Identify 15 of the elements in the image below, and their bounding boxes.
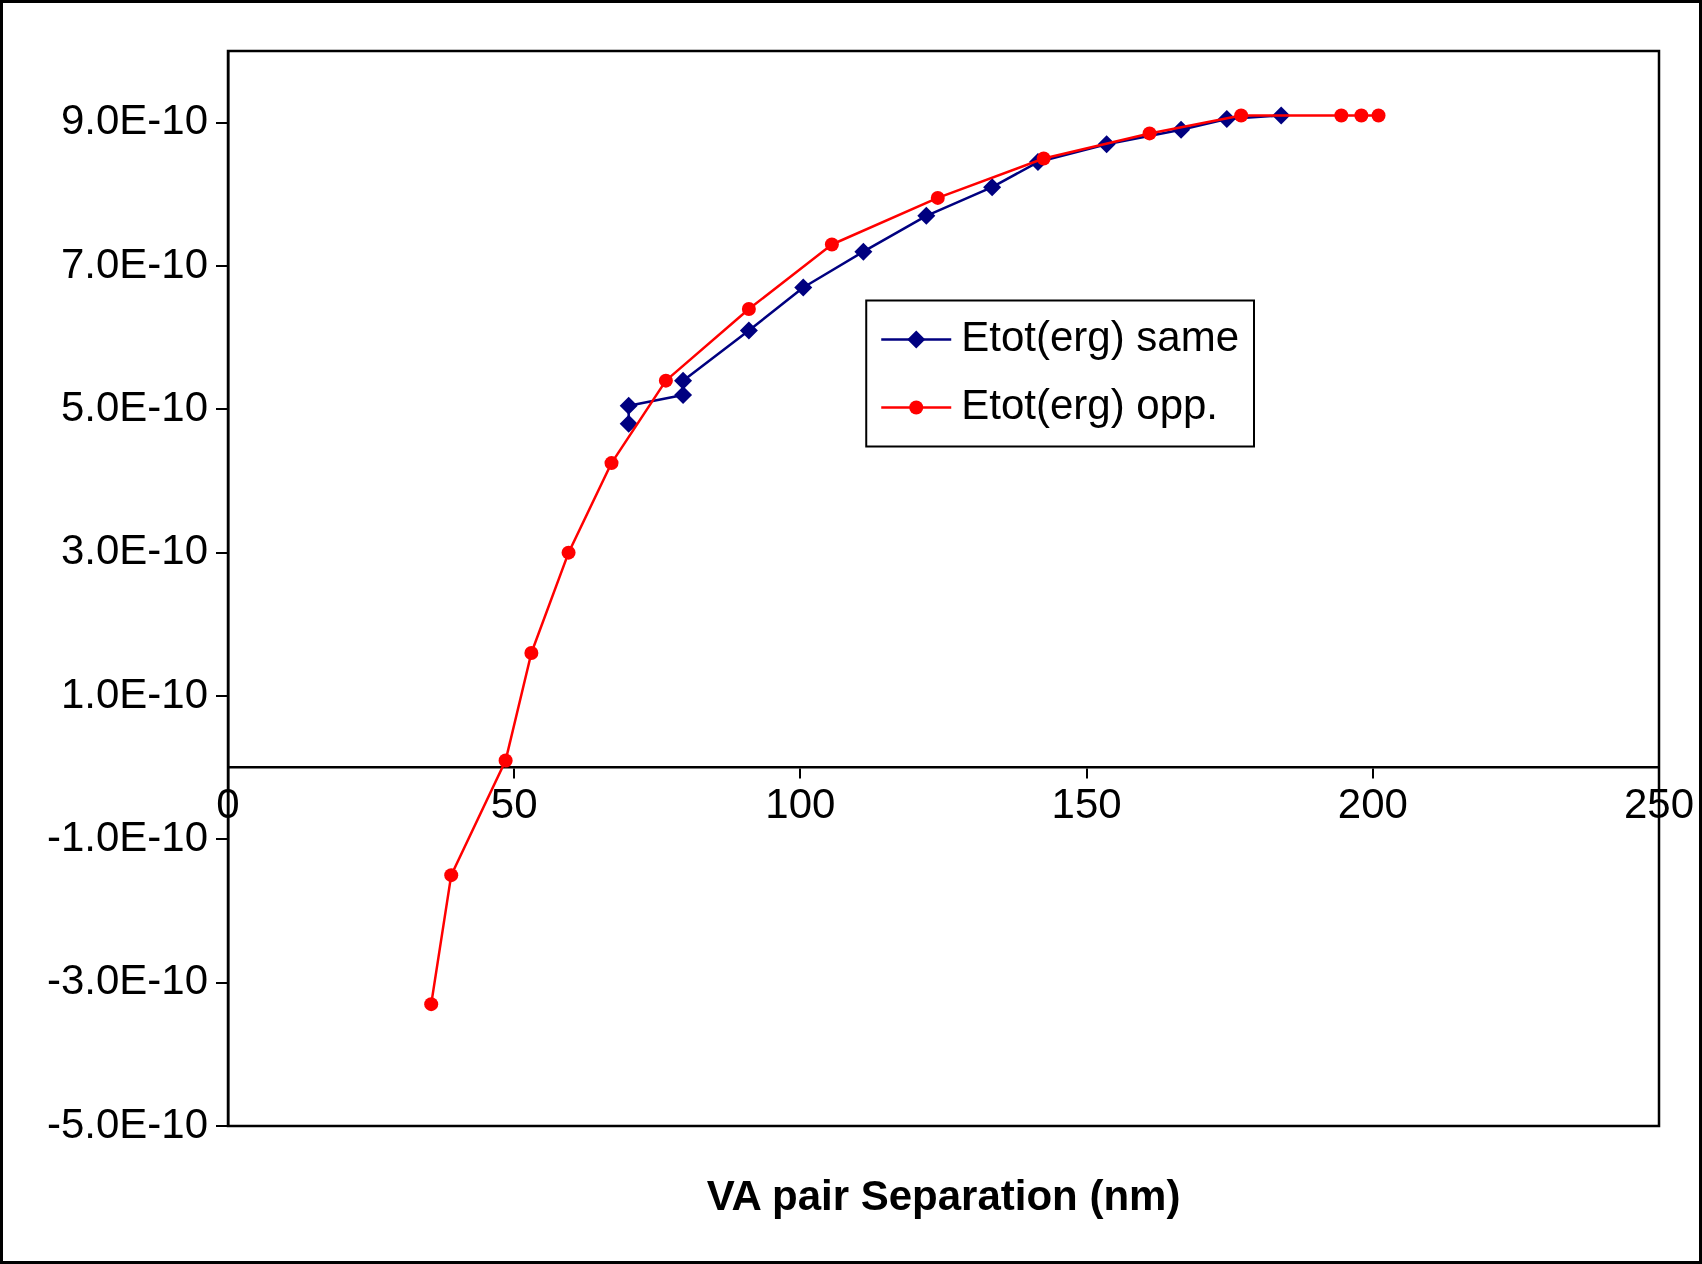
y-tick-label: 7.0E-10 xyxy=(60,239,208,287)
y-tick-label: -1.0E-10 xyxy=(46,812,208,860)
legend-label: Etot(erg) opp. xyxy=(961,381,1219,429)
x-axis-title: VA pair Separation (nm) xyxy=(706,1171,1181,1219)
y-tick-label: 1.0E-10 xyxy=(60,669,208,717)
y-tick-label: 5.0E-10 xyxy=(60,382,208,430)
y-tick-label: -5.0E-10 xyxy=(46,1099,208,1147)
x-tick-label: 50 xyxy=(490,780,538,828)
legend-label: Etot(erg) same xyxy=(961,313,1240,361)
y-tick-label: 9.0E-10 xyxy=(60,96,208,144)
x-tick-label: 100 xyxy=(765,780,836,828)
y-tick-label: 3.0E-10 xyxy=(60,526,208,574)
y-tick-label: -3.0E-10 xyxy=(46,956,208,1004)
x-tick-label: 200 xyxy=(1337,780,1408,828)
x-tick-label: 150 xyxy=(1051,780,1122,828)
